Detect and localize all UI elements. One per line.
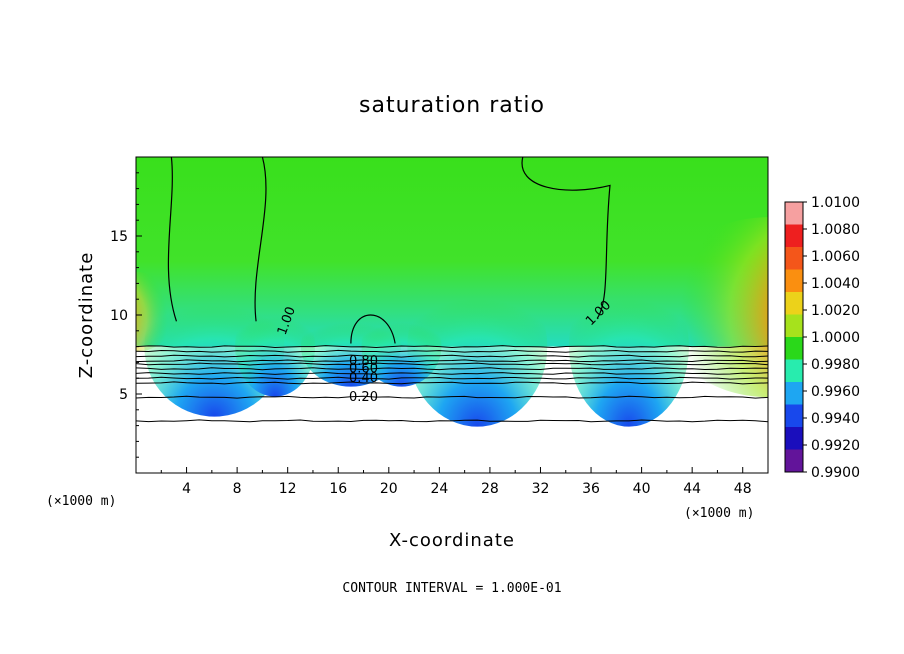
- colorbar-label-4: 1.0020: [811, 303, 860, 319]
- contour-interval-note: CONTOUR INTERVAL = 1.000E-01: [342, 581, 561, 596]
- x-tick-label-3: 16: [329, 481, 347, 497]
- subsaturation-patch-1: [235, 296, 316, 397]
- x-tick-label-0: 4: [182, 481, 191, 497]
- y-tick-label-0: 5: [119, 387, 128, 403]
- colorbar-swatch-4: [785, 292, 803, 315]
- contour-line-0: [136, 419, 768, 423]
- colorbar-label-5: 1.0000: [811, 330, 860, 346]
- x-scale-note-left: (×1000 m): [46, 494, 116, 509]
- contour-label-2: 0.60: [349, 362, 378, 377]
- contour-line-1: [136, 395, 768, 399]
- colorbar-swatch-9: [785, 404, 803, 428]
- contour-line-8: [136, 354, 768, 358]
- colorbar-swatch-0: [785, 202, 803, 225]
- y-axis-label: Z-coordinate: [76, 252, 97, 379]
- y-axis-ticks: 5 10 15: [110, 172, 142, 458]
- colorbar-swatch-5: [785, 314, 803, 338]
- colorbar: 1.0100 1.0080 1.0060 1.0040 1.0020 1.0000 0.99…: [784, 195, 860, 481]
- contour-line-10: [136, 345, 768, 349]
- colorbar-swatch-3: [785, 269, 803, 293]
- contour-line-4: [136, 371, 768, 375]
- colorbar-swatch-1: [785, 224, 803, 248]
- colorbar-label-6: 0.9980: [811, 357, 860, 373]
- colorbar-label-7: 0.9960: [811, 384, 860, 400]
- contour-line-9: [136, 349, 768, 353]
- x-tick-label-7: 32: [532, 481, 550, 497]
- x-scale-note-right: (×1000 m): [684, 506, 754, 521]
- x-tick-label-9: 40: [633, 481, 651, 497]
- subsaturation-patch-4: [568, 266, 689, 427]
- y-tick-label-1: 10: [110, 308, 128, 324]
- colorbar-label-1: 1.0080: [811, 222, 860, 238]
- x-tick-label-2: 12: [279, 481, 297, 497]
- colorbar-swatch-6: [785, 337, 803, 360]
- x-tick-label-10: 44: [683, 481, 701, 497]
- colorbar-label-2: 1.0060: [811, 249, 860, 265]
- contour-label-3: 0.80: [349, 354, 378, 369]
- colorbar-label-3: 1.0040: [811, 276, 860, 292]
- colorbar-swatch-10: [785, 427, 803, 450]
- x-tick-label-11: 48: [734, 481, 752, 497]
- y-tick-label-2: 15: [110, 229, 128, 245]
- x-axis-ticks: 4 8 12 16 20 24 28 32 36 40 44 48: [160, 467, 752, 497]
- contour-line-7: [136, 359, 768, 363]
- contour-line-2: [136, 381, 768, 385]
- chart-title: saturation ratio: [359, 93, 545, 118]
- saturation-contour-1: [167, 157, 611, 344]
- x-axis-label: X-coordinate: [389, 530, 515, 551]
- x-tick-label-4: 20: [380, 481, 398, 497]
- colorbar-swatch-8: [785, 382, 803, 405]
- contour-line-3: [136, 376, 768, 380]
- colorbar-swatch-2: [785, 247, 803, 270]
- contour-line-6: [136, 362, 768, 366]
- x-tick-label-1: 8: [233, 481, 242, 497]
- contour-label-0: 0.20: [349, 390, 378, 405]
- contour-line-5: [136, 367, 768, 371]
- contour-label-1: 0.40: [349, 371, 378, 386]
- x-tick-label-6: 28: [481, 481, 499, 497]
- colorbar-label-9: 0.9920: [811, 438, 860, 454]
- contour-lines: [136, 157, 768, 423]
- colorbar-label-10: 0.9900: [811, 465, 860, 481]
- colorbar-swatch-11: [785, 449, 803, 473]
- colorbar-swatch-7: [785, 359, 803, 383]
- subsaturation-patch-5: [361, 306, 442, 387]
- x-tick-label-5: 24: [430, 481, 448, 497]
- colorbar-label-8: 0.9940: [811, 411, 860, 427]
- x-tick-label-8: 36: [582, 481, 600, 497]
- heatmap-field: [136, 157, 768, 473]
- colorbar-label-0: 1.0100: [811, 195, 860, 211]
